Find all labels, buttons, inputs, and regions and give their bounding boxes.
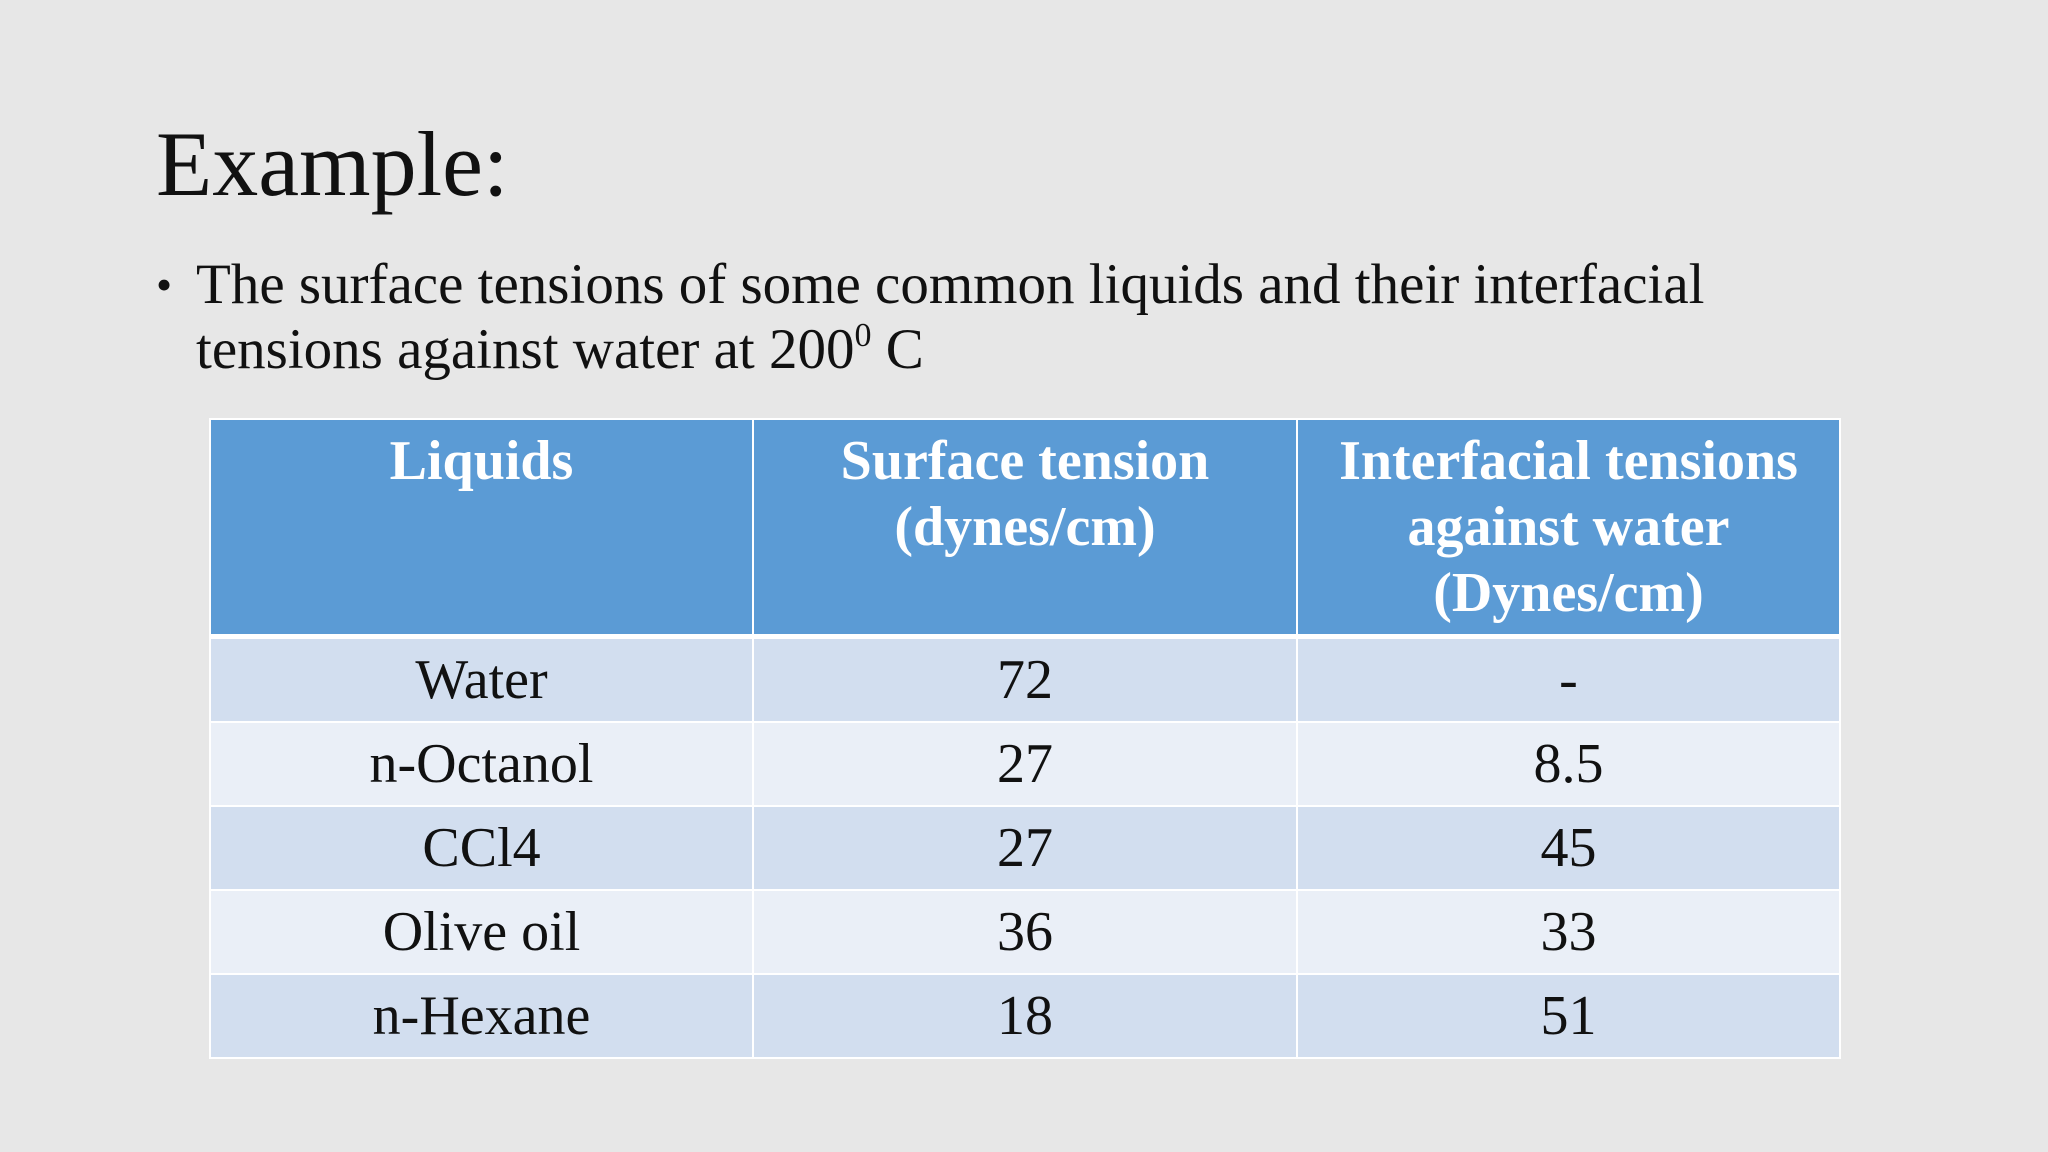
table-cell: 72 bbox=[752, 635, 1298, 723]
table-body: Water 72- n-Octanol 27 8.5 CCl4 27 45 Olive oil 3… bbox=[209, 635, 1841, 1059]
table-row: Water 72- bbox=[209, 635, 1841, 723]
text: The surface tensions of some common liqu… bbox=[196, 253, 1705, 381]
table-cell: 18 bbox=[752, 973, 1298, 1059]
header-cell: Liquids bbox=[209, 418, 754, 638]
table-cell: - bbox=[1296, 635, 1841, 723]
table-cell: 8.5 bbox=[1296, 721, 1841, 807]
table-cell: Olive oil bbox=[209, 889, 754, 975]
table-cell: 33 bbox=[1296, 889, 1841, 975]
header-row: Liquids Surface tension (dynes/cm) Interfa… bbox=[209, 418, 1841, 638]
slide-title: Example: bbox=[156, 113, 509, 215]
table-cell: 27 bbox=[752, 721, 1298, 807]
table-row: n-Octanol 27 8.5 bbox=[209, 721, 1841, 807]
table-cell: Water bbox=[209, 635, 754, 723]
bullet-dot: • bbox=[156, 259, 173, 310]
data-table: Liquids Surface tension (dynes/cm) Interfa… bbox=[209, 418, 1841, 1059]
table-row: CCl4 27 45 bbox=[209, 805, 1841, 891]
header-cell: Interfacial tensions against water (Dyne… bbox=[1296, 418, 1841, 638]
table-row: Olive oil 36 33 bbox=[209, 889, 1841, 975]
table-cell: 27 bbox=[752, 805, 1298, 891]
table-cell: 45 bbox=[1296, 805, 1841, 891]
bullet-text: The surface tensions of some common liqu… bbox=[196, 252, 1816, 382]
table-cell: 36 bbox=[752, 889, 1298, 975]
table-cell: CCl4 bbox=[209, 805, 754, 891]
table-cell: n-Hexane bbox=[209, 973, 754, 1059]
table-cell: n-Octanol bbox=[209, 721, 754, 807]
superscript: 0 bbox=[854, 317, 872, 354]
text: C bbox=[871, 318, 924, 381]
bullet-item: • The surface tensions of some common li… bbox=[156, 252, 1816, 382]
table-row: n-Hexane 18 51 bbox=[209, 973, 1841, 1059]
table-cell: 51 bbox=[1296, 973, 1841, 1059]
header-cell: Surface tension (dynes/cm) bbox=[752, 418, 1298, 638]
